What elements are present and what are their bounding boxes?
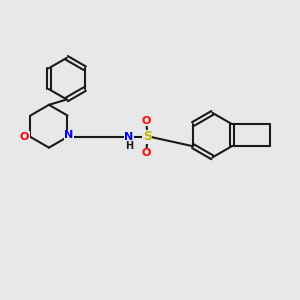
Text: N: N	[64, 130, 74, 140]
Text: O: O	[142, 148, 151, 158]
Text: O: O	[142, 116, 151, 126]
Text: N: N	[124, 132, 133, 142]
Text: S: S	[142, 130, 152, 143]
Text: H: H	[124, 141, 133, 152]
Text: O: O	[20, 132, 29, 142]
